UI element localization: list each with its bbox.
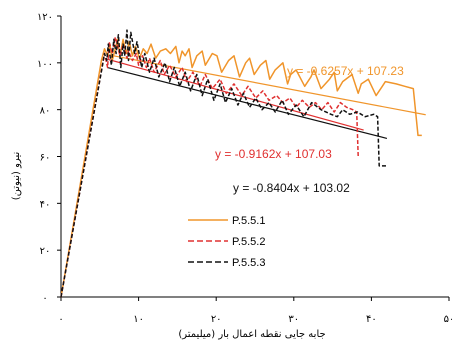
trend-equations: y = -0.6257x + 107.23 y = -0.9162x + 107…: [215, 64, 404, 195]
x-tick-label: ۱۰: [133, 314, 144, 325]
equation-p552: y = -0.9162x + 107.03: [215, 147, 332, 161]
y-tick-label: ۶۰: [40, 153, 51, 164]
legend-label: P.5.5.2: [232, 236, 265, 248]
y-tick-label: ۱۰۰: [37, 59, 53, 70]
legend-label: P.5.5.3: [232, 257, 265, 269]
x-tick-label: ۴۰: [366, 314, 377, 325]
y-tick-label: ۰: [42, 293, 47, 304]
legend: P.5.5.1 P.5.5.2 P.5.5.3: [188, 215, 265, 269]
y-ticks: ۰ ۲۰ ۴۰ ۶۰ ۸۰ ۱۰۰ ۱۲۰: [37, 12, 61, 304]
x-ticks: ۰ ۱۰ ۲۰ ۳۰ ۴۰ ۵۰: [58, 297, 452, 325]
y-tick-label: ۱۲۰: [37, 12, 53, 23]
series-line-P-5-5-3: [60, 29, 387, 298]
x-axis-title: جابه جایی نقطه اعمال بار (میلیمتر): [178, 329, 325, 340]
y-tick-label: ۸۰: [40, 106, 51, 117]
x-tick-label: ۵۰: [444, 314, 452, 325]
x-tick-label: ۰: [58, 314, 63, 325]
y-tick-label: ۲۰: [40, 246, 51, 257]
equation-p553: y = -0.8404x + 103.02: [233, 181, 350, 195]
x-tick-label: ۳۰: [288, 314, 299, 325]
trendline-1: [107, 58, 364, 131]
y-tick-label: ۴۰: [40, 199, 51, 210]
x-tick-label: ۲۰: [211, 314, 222, 325]
series-lines: [60, 29, 422, 298]
legend-label: P.5.5.1: [232, 215, 265, 227]
y-axis-title: نیرو (نیوتن): [11, 152, 22, 201]
equation-p551: y = -0.6257x + 107.23: [287, 64, 404, 78]
series-line-P-5-5-2: [60, 36, 359, 298]
trendline-0: [107, 54, 426, 116]
